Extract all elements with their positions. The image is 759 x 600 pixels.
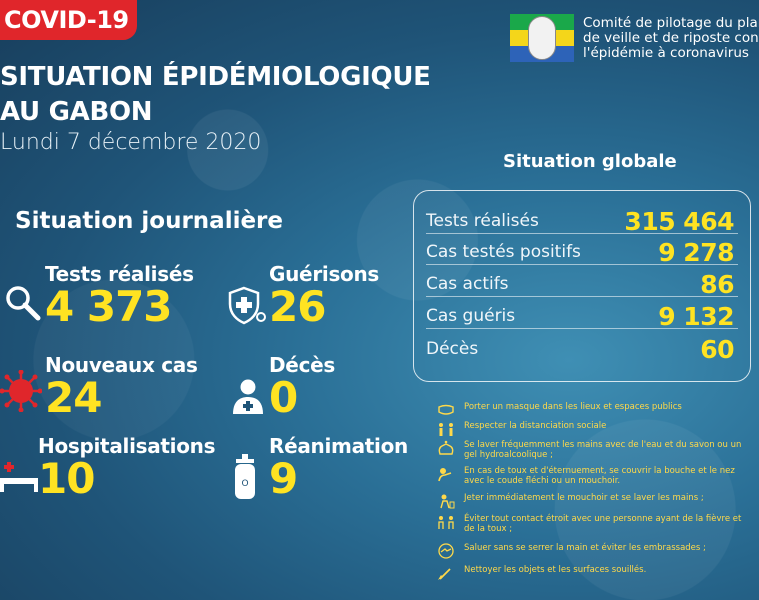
- hospital-bed-icon: [0, 462, 38, 492]
- covid-badge: COVID-19: [0, 0, 137, 40]
- daily-deaths-value: 0: [269, 373, 298, 422]
- daily-new-cases-label: Nouveaux cas: [45, 353, 198, 377]
- advice-text: En cas de toux et d'éternuement, se couv…: [464, 466, 735, 486]
- advice-text: Nettoyer les objets et les surfaces soui…: [464, 565, 647, 575]
- cleaning-icon: [438, 568, 451, 580]
- svg-text:O: O: [241, 479, 248, 489]
- mask-icon: [438, 404, 454, 415]
- global-heading: Situation globale: [503, 151, 677, 172]
- global-row: Cas actifs 86: [426, 270, 738, 299]
- committee-line-3: l'épidémie à coronavirus: [583, 45, 749, 61]
- committee-line-1: Comité de pilotage du plan: [583, 15, 759, 31]
- handwash-icon: [438, 440, 454, 455]
- advice-text: Se laver fréquemment les mains avec de l…: [464, 440, 742, 460]
- daily-new-cases: Nouveaux cas 24: [45, 353, 198, 419]
- global-row-value: 9 132: [658, 302, 734, 331]
- daily-hospitalizations-value: 10: [38, 454, 95, 503]
- daily-icu-value: 9: [269, 454, 298, 503]
- title-line-2: AU GABON: [0, 97, 153, 127]
- daily-hospitalizations-label: Hospitalisations: [38, 434, 216, 458]
- daily-icu-label: Réanimation: [269, 434, 408, 458]
- report-date: Lundi 7 décembre 2020: [0, 130, 262, 155]
- global-row: Cas guéris 9 132: [426, 302, 738, 331]
- global-row-value: 315 464: [624, 207, 734, 236]
- daily-recoveries-label: Guérisons: [269, 262, 380, 286]
- daily-recoveries-value: 26: [269, 282, 326, 331]
- global-box: [413, 190, 751, 382]
- daily-tests-label: Tests réalisés: [45, 262, 194, 286]
- virus-icon: [0, 370, 42, 412]
- global-row: Tests réalisés 315 464: [426, 207, 738, 236]
- global-row-value: 60: [700, 335, 734, 364]
- no-handshake-icon: [438, 543, 454, 559]
- daily-new-cases-value: 24: [45, 373, 102, 422]
- shield-cross-icon: [228, 286, 266, 325]
- patient-icon: [233, 379, 263, 414]
- advice-text: Éviter tout contact étroit avec une pers…: [464, 514, 742, 534]
- gabon-flag-logo: [510, 14, 574, 62]
- daily-icu: Réanimation 9: [269, 434, 408, 500]
- page-title: SITUATION ÉPIDÉMIOLOGIQUE AU GABON: [0, 60, 440, 130]
- global-row: Décès 60: [426, 335, 738, 364]
- global-row-label: Décès: [426, 339, 479, 359]
- global-row-value: 9 278: [658, 238, 734, 267]
- avoid-contact-icon: [438, 516, 454, 529]
- badge-label: COVID-19: [4, 6, 129, 34]
- advice-text: Porter un masque dans les lieux et espac…: [464, 402, 682, 412]
- distance-icon: [439, 423, 453, 436]
- daily-deaths: Décès 0: [269, 353, 335, 419]
- global-row-label: Cas testés positifs: [426, 242, 581, 262]
- flag-icon: [510, 14, 574, 62]
- global-row-label: Cas guéris: [426, 306, 516, 326]
- committee-line-2: de veille et de riposte contre: [583, 30, 759, 46]
- advice-text: Saluer sans se serrer la main et éviter …: [464, 543, 706, 553]
- emblem-icon: [528, 16, 556, 60]
- daily-tests: Tests réalisés 4 373: [45, 262, 194, 328]
- oxygen-tank-icon: O: [235, 454, 255, 499]
- daily-tests-value: 4 373: [45, 282, 173, 331]
- tissue-icon: [440, 494, 455, 509]
- advice-text: Jeter immédiatement le mouchoir et se la…: [464, 493, 704, 503]
- cough-icon: [438, 468, 452, 482]
- daily-recoveries: Guérisons 26: [269, 262, 379, 328]
- daily-heading: Situation journalière: [15, 208, 284, 234]
- global-row: Cas testés positifs 9 278: [426, 238, 738, 267]
- daily-deaths-label: Décès: [269, 353, 335, 377]
- global-row-label: Tests réalisés: [426, 211, 539, 231]
- daily-hospitalizations: Hospitalisations 10: [38, 434, 216, 503]
- global-row-label: Cas actifs: [426, 274, 509, 294]
- title-line-1: SITUATION ÉPIDÉMIOLOGIQUE: [0, 62, 431, 92]
- committee-name: Comité de pilotage du plan de veille et …: [583, 16, 759, 61]
- global-row-value: 86: [700, 270, 734, 299]
- advice-text: Respecter la distanciation sociale: [464, 421, 607, 431]
- magnifier-icon: [6, 286, 41, 321]
